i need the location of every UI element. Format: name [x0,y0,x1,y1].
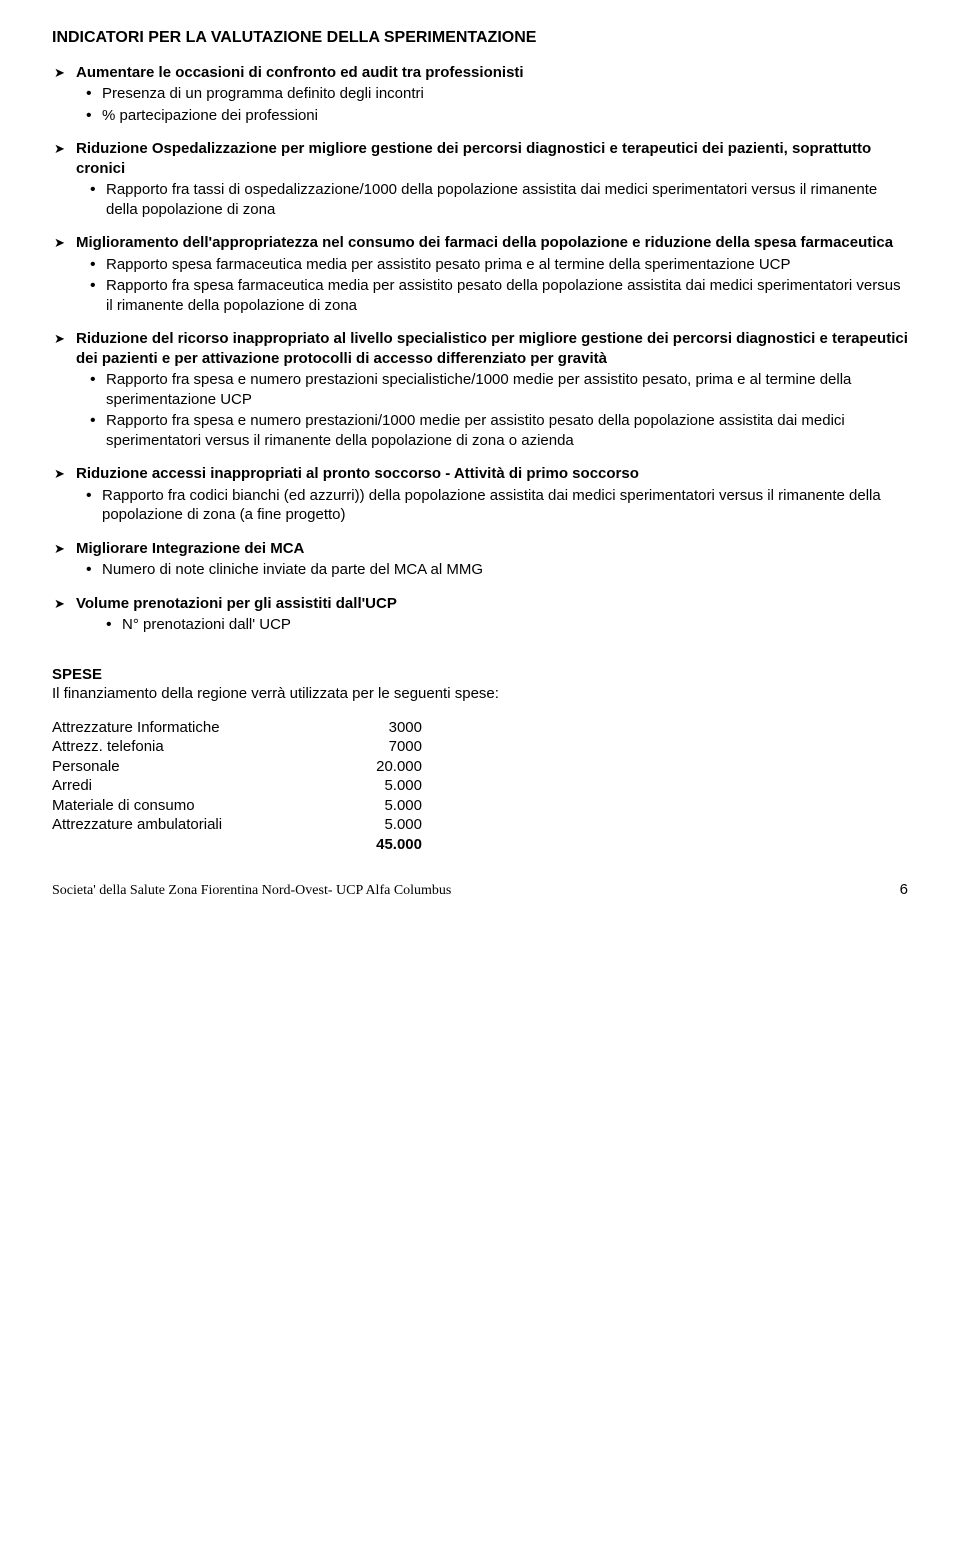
indicator-1-title: Aumentare le occasioni di confronto ed a… [76,64,524,81]
spese-label: Attrezzature ambulatoriali [52,815,342,835]
spese-row: Arredi5.000 [52,776,908,796]
spese-value: 5.000 [342,776,422,796]
spese-table: Attrezzature Informatiche3000 Attrezz. t… [52,718,908,855]
footer: Societa' della Salute Zona Fiorentina No… [52,880,908,900]
spese-value: 3000 [342,718,422,738]
indicator-4-bullet-2: Rapporto fra spesa e numero prestazioni/… [102,411,908,450]
indicator-4-bullet-1: Rapporto fra spesa e numero prestazioni … [102,370,908,409]
spese-title: SPESE [52,665,908,685]
indicator-6-title: Migliorare Integrazione dei MCA [76,540,304,557]
indicator-2: Riduzione Ospedalizzazione per migliore … [52,139,908,219]
spese-total-row: 45.000 [52,835,908,855]
indicator-5: Riduzione accessi inappropriati al pront… [52,464,908,525]
indicator-7-bullet-1: N° prenotazioni dall' UCP [122,615,908,635]
spese-label: Arredi [52,776,342,796]
spese-row: Attrezz. telefonia7000 [52,737,908,757]
spese-section: SPESE Il finanziamento della regione ver… [52,665,908,855]
spese-value: 5.000 [342,796,422,816]
spese-value: 7000 [342,737,422,757]
footer-text: Societa' della Salute Zona Fiorentina No… [52,882,451,900]
spese-label: Materiale di consumo [52,796,342,816]
indicator-6: Migliorare Integrazione dei MCA Numero d… [52,539,908,580]
spese-total: 45.000 [342,835,422,855]
spese-row: Materiale di consumo5.000 [52,796,908,816]
spese-intro: Il finanziamento della regione verrà uti… [52,684,908,704]
indicator-4-title: Riduzione del ricorso inappropriato al l… [76,330,908,367]
indicator-2-bullet-1: Rapporto fra tassi di ospedalizzazione/1… [102,180,908,219]
page-number: 6 [900,880,908,900]
indicator-1: Aumentare le occasioni di confronto ed a… [52,63,908,126]
spese-value: 5.000 [342,815,422,835]
indicator-5-bullet-1: Rapporto fra codici bianchi (ed azzurri)… [102,486,908,525]
page-title: INDICATORI PER LA VALUTAZIONE DELLA SPER… [52,28,908,49]
indicator-3-bullet-2: Rapporto fra spesa farmaceutica media pe… [102,276,908,315]
indicator-7-title: Volume prenotazioni per gli assistiti da… [76,595,397,612]
spese-row: Attrezzature ambulatoriali5.000 [52,815,908,835]
indicator-3-title: Miglioramento dell'appropriatezza nel co… [76,234,893,251]
indicator-4: Riduzione del ricorso inappropriato al l… [52,329,908,450]
indicator-1-bullet-1: Presenza di un programma definito degli … [102,84,908,104]
indicator-6-bullet-1: Numero di note cliniche inviate da parte… [102,560,908,580]
spese-value: 20.000 [342,757,422,777]
indicator-1-bullet-2: % partecipazione dei professioni [102,106,908,126]
spese-row: Attrezzature Informatiche3000 [52,718,908,738]
spese-label: Attrezz. telefonia [52,737,342,757]
indicator-7: Volume prenotazioni per gli assistiti da… [52,594,908,635]
indicator-2-title: Riduzione Ospedalizzazione per migliore … [76,140,871,177]
indicator-3: Miglioramento dell'appropriatezza nel co… [52,233,908,315]
spese-label: Personale [52,757,342,777]
indicator-5-title: Riduzione accessi inappropriati al pront… [76,465,639,482]
indicator-3-bullet-1: Rapporto spesa farmaceutica media per as… [102,255,908,275]
spese-label: Attrezzature Informatiche [52,718,342,738]
spese-row: Personale20.000 [52,757,908,777]
